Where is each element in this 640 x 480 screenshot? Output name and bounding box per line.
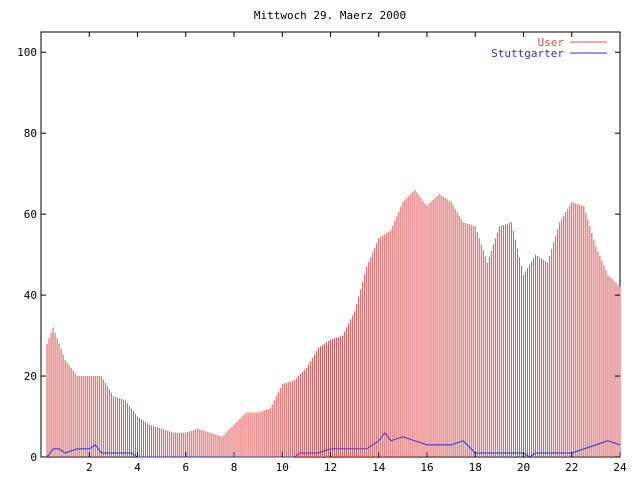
x-tick-label: 8 [231, 461, 238, 474]
user-bars [46, 189, 621, 457]
x-tick-label: 20 [517, 461, 530, 474]
x-tick-label: 14 [372, 461, 386, 474]
y-axis: 0 20 40 60 80 100 [17, 46, 620, 464]
x-axis: 2 4 6 8 10 12 14 16 18 20 22 24 [86, 32, 627, 474]
legend: User Stuttgarter [491, 36, 607, 60]
x-tick-label: 6 [182, 461, 189, 474]
y-tick-label: 20 [24, 370, 37, 383]
stuttgarter-line-group [46, 431, 621, 458]
x-tick-label: 24 [613, 461, 627, 474]
x-tick-label: 10 [276, 461, 289, 474]
y-tick-label: 100 [17, 46, 37, 59]
x-tick-label: 4 [134, 461, 141, 474]
y-tick-label: 60 [24, 208, 37, 221]
chart-title: Mittwoch 29. Maerz 2000 [254, 9, 406, 22]
x-tick-label: 12 [324, 461, 337, 474]
x-tick-label: 16 [420, 461, 433, 474]
x-tick-label: 22 [565, 461, 578, 474]
x-tick-label: 18 [469, 461, 482, 474]
x-tick-label: 2 [86, 461, 93, 474]
legend-label-user: User [538, 36, 565, 49]
y-tick-label: 80 [24, 127, 37, 140]
y-tick-label: 40 [24, 289, 37, 302]
legend-label-stuttgarter: Stuttgarter [491, 47, 564, 60]
stuttgarter-line [46, 431, 621, 458]
y-tick-label: 0 [30, 451, 37, 464]
